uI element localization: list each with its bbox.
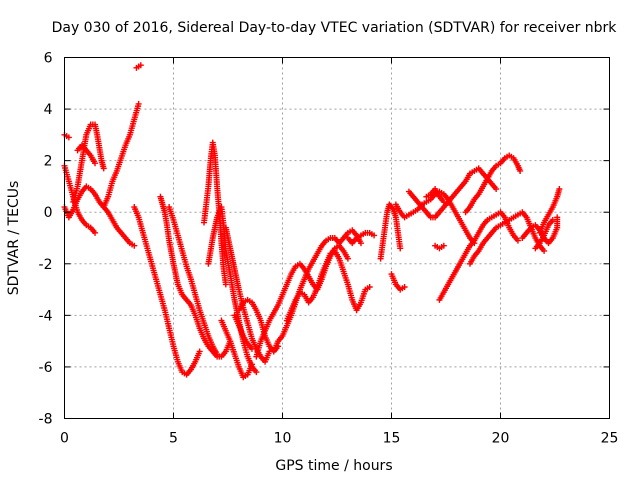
x-tick-label: 0 bbox=[60, 431, 69, 447]
y-tick-label: -6 bbox=[39, 360, 53, 376]
x-tick-label: 15 bbox=[383, 431, 401, 447]
data-point bbox=[366, 283, 373, 290]
series-arc-16 bbox=[231, 312, 255, 352]
series-arc-31 bbox=[536, 186, 563, 236]
data-point bbox=[514, 237, 521, 244]
data-point bbox=[92, 160, 99, 167]
data-point bbox=[371, 232, 378, 239]
data-marks bbox=[61, 62, 563, 381]
data-point bbox=[92, 229, 99, 236]
series-arc-20 bbox=[344, 229, 378, 247]
y-tick-label: 4 bbox=[44, 102, 53, 118]
y-tick-label: -2 bbox=[39, 257, 53, 273]
y-tick-label: 6 bbox=[44, 51, 53, 67]
data-point bbox=[397, 245, 404, 252]
series-arc-25 bbox=[388, 271, 408, 293]
data-point bbox=[253, 369, 260, 376]
series-arc-26 bbox=[432, 242, 447, 252]
data-point bbox=[554, 214, 561, 221]
plot-frame bbox=[64, 57, 610, 419]
x-tick-label: 20 bbox=[492, 431, 510, 447]
series-arc-10 bbox=[166, 204, 221, 358]
series-arc-29 bbox=[462, 152, 524, 216]
series-arc-19 bbox=[283, 247, 373, 324]
series-arc-3 bbox=[61, 183, 138, 249]
series-arc-27 bbox=[436, 209, 521, 303]
series-arc-9 bbox=[157, 193, 234, 360]
x-tick-label: 5 bbox=[169, 431, 178, 447]
data-point bbox=[517, 167, 524, 174]
data-point bbox=[549, 216, 556, 223]
series-arc-6 bbox=[100, 100, 142, 211]
series-arc-2 bbox=[61, 131, 72, 141]
data-point bbox=[137, 62, 144, 69]
series-arc-5 bbox=[74, 142, 99, 167]
data-point bbox=[222, 281, 229, 288]
data-point bbox=[401, 283, 408, 290]
chart-title: Day 030 of 2016, Sidereal Day-to-day VTE… bbox=[52, 20, 618, 36]
y-tick-label: 2 bbox=[44, 154, 53, 170]
axis-ticks: 0 5 10 15 20 25 -8 -6 -4 -2 0 2 4 6 bbox=[39, 51, 619, 447]
series-arc-32 bbox=[532, 216, 556, 252]
y-tick-label: -4 bbox=[39, 308, 53, 324]
series-arc-4 bbox=[70, 121, 107, 205]
series-arc-21 bbox=[377, 201, 404, 262]
data-point bbox=[440, 198, 447, 205]
series-arc-8 bbox=[131, 204, 203, 378]
data-point bbox=[493, 186, 500, 193]
data-point bbox=[214, 351, 221, 358]
data-point bbox=[248, 345, 255, 352]
series-arc-14 bbox=[218, 317, 255, 381]
y-tick-label: -8 bbox=[39, 412, 53, 428]
data-point bbox=[196, 348, 203, 355]
x-tick-label: 25 bbox=[601, 431, 619, 447]
y-tick-label: 0 bbox=[44, 205, 53, 221]
series-arc-13 bbox=[222, 224, 273, 365]
series-arc-24 bbox=[423, 186, 447, 205]
x-tick-label: 10 bbox=[274, 431, 292, 447]
series-arc-7 bbox=[133, 62, 144, 71]
data-point bbox=[357, 240, 364, 247]
y-axis-title: SDTVAR / TECUs bbox=[6, 181, 22, 296]
data-point bbox=[135, 100, 142, 107]
data-point bbox=[556, 186, 563, 193]
data-point bbox=[389, 205, 396, 212]
data-point bbox=[344, 255, 351, 262]
data-point bbox=[248, 361, 255, 368]
data-point bbox=[100, 165, 107, 172]
grid-lines bbox=[64, 57, 610, 419]
data-point bbox=[65, 134, 72, 141]
series-arc-11 bbox=[201, 139, 229, 288]
x-axis-title: GPS time / hours bbox=[275, 458, 392, 474]
data-point bbox=[541, 247, 548, 254]
data-point bbox=[440, 242, 447, 249]
series-arc-28 bbox=[466, 209, 548, 267]
data-point bbox=[131, 242, 138, 249]
